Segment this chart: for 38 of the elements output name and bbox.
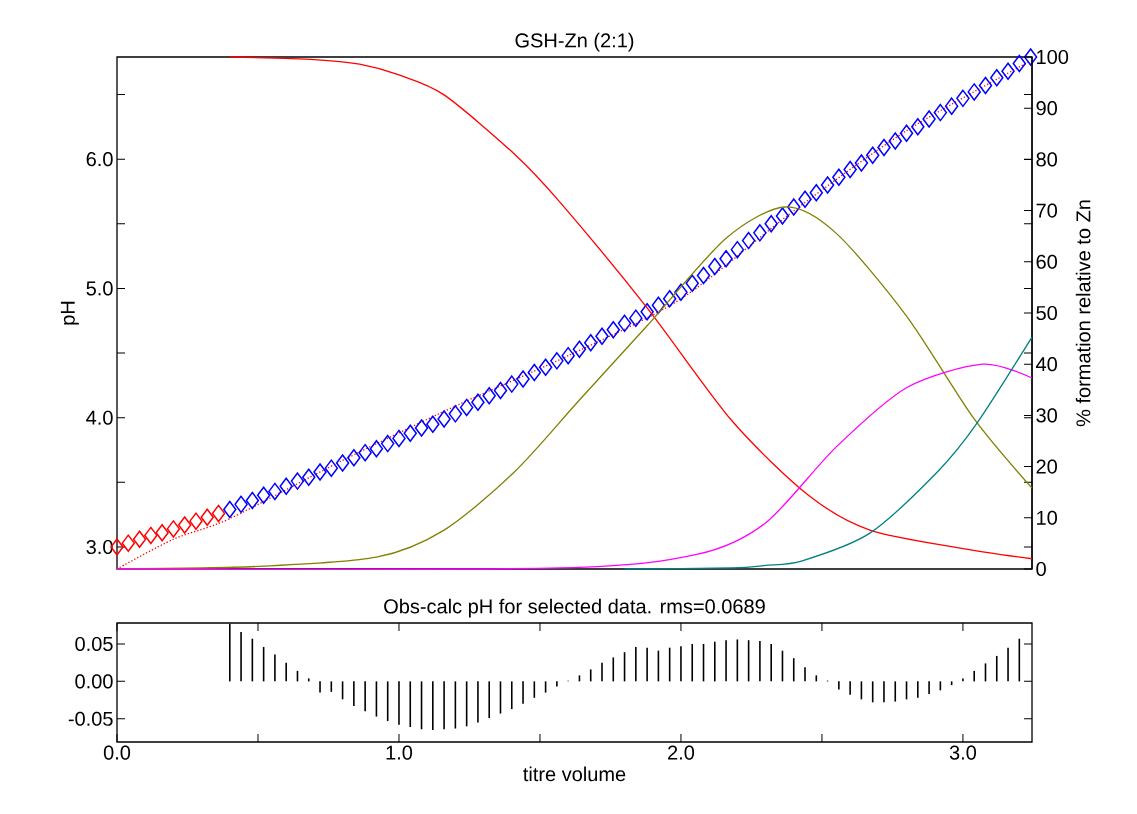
point bbox=[189, 512, 203, 530]
chart-title: Obs-calc pH for selected data. rms=0.0689 bbox=[384, 598, 765, 618]
y2-tick-label: 10 bbox=[1037, 510, 1057, 525]
chart-title: GSH-Zn (2:1) bbox=[515, 32, 634, 52]
x-tick-label: 1.0 bbox=[386, 745, 413, 760]
y-tick-label: 0.00 bbox=[75, 674, 113, 689]
y-tick-label: 0.05 bbox=[75, 636, 113, 652]
line-series bbox=[116, 363, 1033, 570]
y2-tick-label: 60 bbox=[1036, 254, 1057, 269]
y2-tick-label: 20 bbox=[1036, 459, 1057, 474]
point bbox=[144, 526, 158, 545]
y-tick-label: -0.05 bbox=[68, 711, 113, 726]
y2-tick-label: 0 bbox=[1036, 561, 1046, 577]
y-tick-label: 6.0 bbox=[86, 152, 113, 167]
y2-tick-label: 100 bbox=[1037, 49, 1069, 65]
point bbox=[132, 530, 147, 549]
y2-tick-label: 50 bbox=[1036, 305, 1057, 321]
y2-tick-label: 40 bbox=[1036, 357, 1057, 372]
x-tick-label: 3.0 bbox=[949, 745, 977, 760]
y2-tick-label: 70 bbox=[1036, 203, 1057, 218]
point bbox=[200, 508, 214, 527]
point bbox=[121, 534, 136, 552]
y2-tick-label: 90 bbox=[1036, 101, 1057, 116]
y2-tick-label: 30 bbox=[1036, 408, 1057, 423]
y2-axis-title: % formation relative to Zn bbox=[1075, 200, 1091, 427]
y-tick-label: 5.0 bbox=[86, 281, 113, 296]
y-axis-title: pH bbox=[60, 301, 79, 325]
point bbox=[177, 516, 192, 534]
x-tick-label: 0.0 bbox=[103, 745, 131, 760]
point bbox=[211, 504, 226, 523]
x-tick-label: 2.0 bbox=[668, 745, 695, 760]
line-series bbox=[623, 336, 1033, 570]
point bbox=[155, 524, 169, 542]
y-tick-label: 3.0 bbox=[86, 539, 113, 555]
y2-tick-label: 80 bbox=[1036, 152, 1057, 167]
y-tick-label: 4.0 bbox=[86, 410, 113, 425]
x-axis-title: titre volume bbox=[523, 766, 626, 782]
point bbox=[166, 520, 181, 538]
